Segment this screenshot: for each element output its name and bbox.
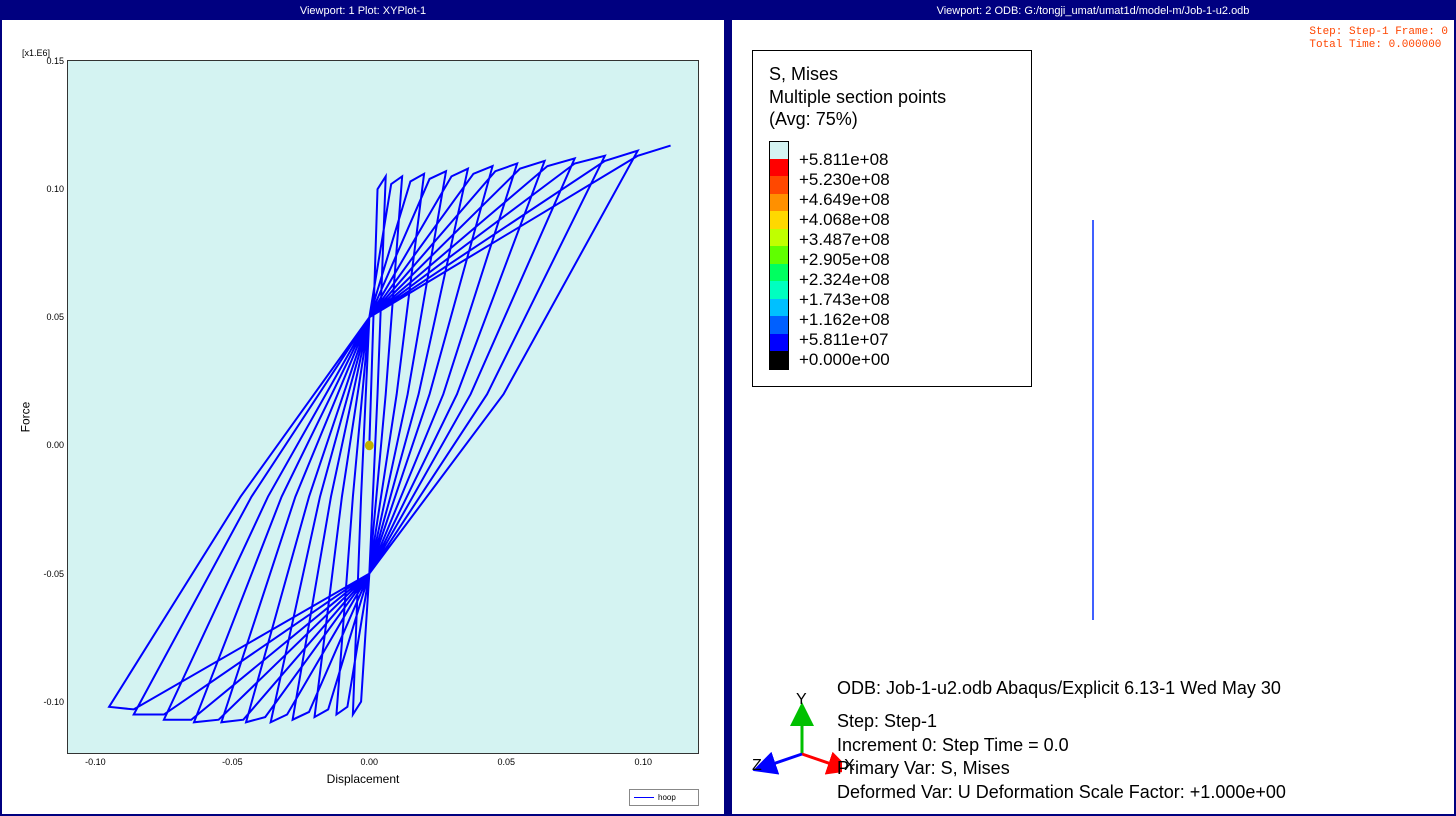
- scale-segment: [770, 246, 788, 263]
- viewport-2[interactable]: Viewport: 2 ODB: G:/tongji_umat/umat1d/m…: [730, 0, 1456, 816]
- scale-segment: [770, 334, 788, 351]
- y-tick: 0.10: [46, 184, 64, 194]
- plot-area[interactable]: -0.10-0.050.000.050.100.15-0.10-0.050.00…: [67, 60, 699, 754]
- odb-info-line5: Deformed Var: U Deformation Scale Factor…: [837, 781, 1286, 804]
- x-axis-arrow-icon: [802, 754, 840, 767]
- x-tick: 0.00: [361, 757, 379, 767]
- odb-info-line1: ODB: Job-1-u2.odb Abaqus/Explicit 6.13-1…: [837, 677, 1286, 700]
- scale-segment: [770, 142, 788, 159]
- viewport-1[interactable]: Viewport: 1 Plot: XYPlot-1 [x1.E6] Force…: [0, 0, 726, 816]
- contour-title-line2: Multiple section points: [769, 86, 1015, 109]
- y-tick: 0.15: [46, 56, 64, 66]
- scale-value: +2.324e+08: [799, 270, 890, 290]
- model-element: [1092, 220, 1094, 620]
- scale-segment: [770, 194, 788, 211]
- contour-title-line3: (Avg: 75%): [769, 108, 1015, 131]
- scale-segment: [770, 229, 788, 246]
- x-tick: 0.10: [634, 757, 652, 767]
- contour-title: S, Mises Multiple section points (Avg: 7…: [769, 63, 1015, 131]
- y-tick: -0.05: [43, 569, 64, 579]
- triad-y-label: Y: [796, 691, 807, 709]
- scale-segment: [770, 264, 788, 281]
- status-line-2: Total Time: 0.000000: [1309, 39, 1448, 52]
- plot-legend: hoop: [629, 789, 699, 806]
- step-frame-status: Step: Step-1 Frame: 0 Total Time: 0.0000…: [1309, 26, 1448, 52]
- hysteresis-curve: [109, 146, 671, 723]
- color-scale-bar: [769, 141, 789, 370]
- scale-segment: [770, 316, 788, 333]
- x-tick: -0.10: [85, 757, 106, 767]
- scale-value: +4.649e+08: [799, 190, 890, 210]
- odb-info-block: ODB: Job-1-u2.odb Abaqus/Explicit 6.13-1…: [837, 677, 1286, 804]
- triad-z-label: Z: [752, 757, 762, 775]
- odb-info-line2: Step: Step-1: [837, 710, 1286, 733]
- y-axis-label: Force: [18, 402, 32, 433]
- scale-segment: [770, 281, 788, 298]
- status-line-1: Step: Step-1 Frame: 0: [1309, 26, 1448, 39]
- coordinate-triad: Y X Z: [752, 699, 842, 794]
- legend-line-icon: [634, 797, 654, 798]
- scale-segment: [770, 176, 788, 193]
- legend-label: hoop: [658, 793, 676, 802]
- color-scale-labels: +5.811e+08+5.230e+08+4.649e+08+4.068e+08…: [799, 141, 890, 370]
- y-tick: 0.05: [46, 312, 64, 322]
- scale-value: +2.905e+08: [799, 250, 890, 270]
- scale-segment: [770, 299, 788, 316]
- viewport-2-header: Viewport: 2 ODB: G:/tongji_umat/umat1d/m…: [732, 2, 1454, 20]
- odb-body[interactable]: Step: Step-1 Frame: 0 Total Time: 0.0000…: [732, 20, 1454, 814]
- scale-value: +5.230e+08: [799, 170, 890, 190]
- xy-plot-body[interactable]: [x1.E6] Force Displacement -0.10-0.050.0…: [2, 20, 724, 814]
- scale-value: +4.068e+08: [799, 210, 890, 230]
- scale-value: +0.000e+00: [799, 350, 890, 370]
- x-tick: -0.05: [222, 757, 243, 767]
- origin-marker-icon: [365, 441, 374, 451]
- scale-value: +3.487e+08: [799, 230, 890, 250]
- scale-segment: [770, 159, 788, 176]
- x-tick: 0.05: [497, 757, 515, 767]
- contour-title-line1: S, Mises: [769, 63, 1015, 86]
- viewport-1-header: Viewport: 1 Plot: XYPlot-1: [2, 2, 724, 20]
- scale-segment: [770, 351, 788, 368]
- odb-info-line3: Increment 0: Step Time = 0.0: [837, 734, 1286, 757]
- scale-value: +5.811e+07: [799, 330, 890, 350]
- odb-info-line4: Primary Var: S, Mises: [837, 757, 1286, 780]
- y-tick: -0.10: [43, 697, 64, 707]
- scale-value: +1.162e+08: [799, 310, 890, 330]
- contour-legend: S, Mises Multiple section points (Avg: 7…: [752, 50, 1032, 387]
- scale-segment: [770, 211, 788, 228]
- z-axis-arrow-icon: [764, 754, 802, 767]
- scale-value: +1.743e+08: [799, 290, 890, 310]
- scale-value: +5.811e+08: [799, 150, 890, 170]
- x-axis-label: Displacement: [327, 772, 400, 786]
- y-tick: 0.00: [46, 440, 64, 450]
